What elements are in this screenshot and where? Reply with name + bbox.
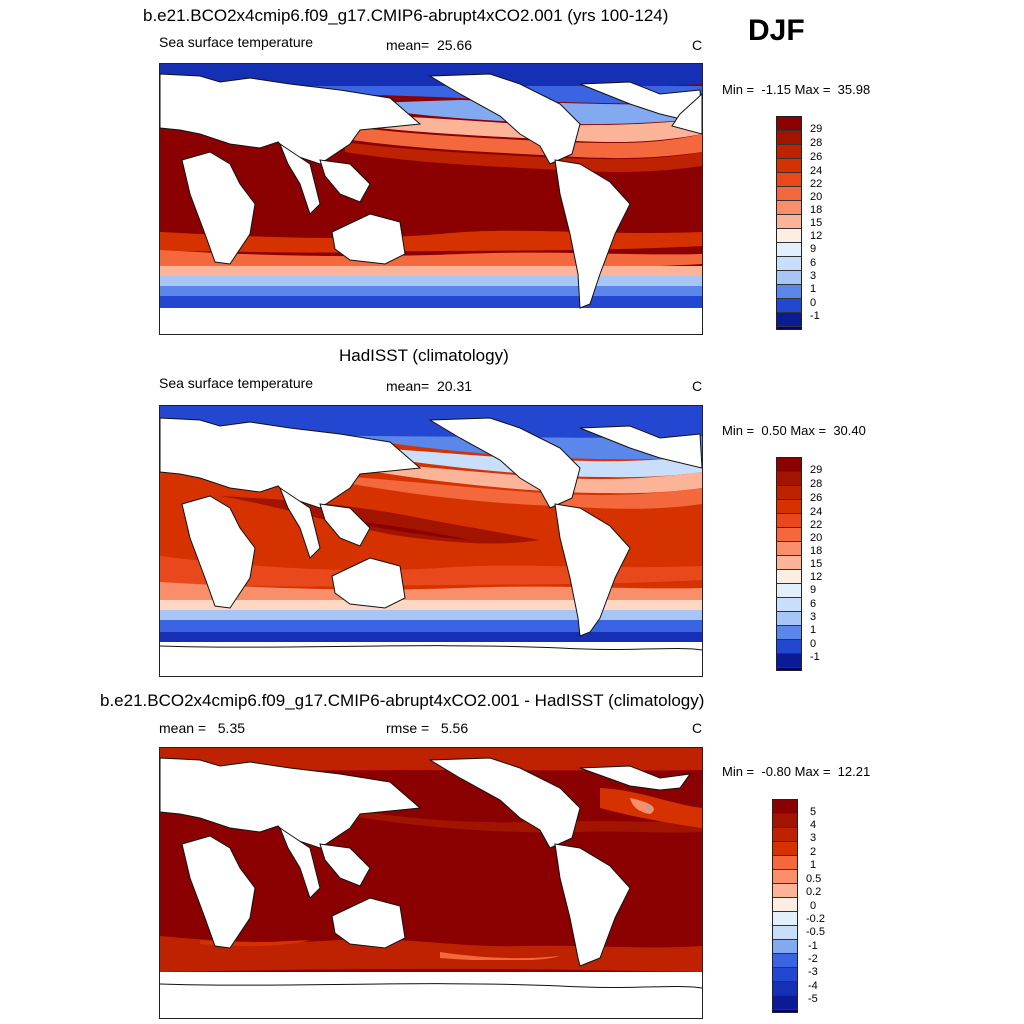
panel2-tick: 9 (810, 584, 817, 596)
panel2-mean-value: 20.31 (436, 378, 473, 394)
panel3-minmax: Min = -0.80 Max = 12.21 (722, 764, 871, 779)
season-label: DJF (748, 14, 805, 47)
panel2-minmax: Min = 0.50 Max = 30.40 (722, 423, 866, 438)
panel1-tick: 28 (810, 137, 823, 149)
panel3-tick: -2 (808, 953, 818, 965)
panel1-map (159, 63, 703, 335)
panel3-tick: 3 (810, 832, 817, 844)
panel2-tick: 20 (810, 532, 823, 544)
panel3-mean-label: mean = 5.35 (159, 720, 246, 736)
panel1-tick: 3 (810, 270, 817, 282)
panel1-tick: 22 (810, 178, 823, 190)
panel3-min-value: -0.80 (761, 764, 792, 779)
panel2-tick: 0 (810, 638, 817, 650)
panel1-max-value: 35.98 (837, 82, 871, 97)
panel3-tick: -5 (808, 993, 818, 1005)
panel1-tick: 24 (810, 165, 823, 177)
panel2-continents (160, 417, 702, 651)
panel3-colorbar (772, 799, 798, 1013)
panel2-tick: 29 (810, 464, 823, 476)
panel1-tick: -1 (810, 310, 820, 322)
panel2-tick: 22 (810, 519, 823, 531)
panel2-mean-label: mean= 20.31 (386, 378, 473, 394)
panel2-tick: 28 (810, 478, 823, 490)
panel2-colorbar (776, 457, 802, 671)
panel1-colorbar (776, 116, 802, 330)
panel1-tick: 18 (810, 204, 823, 216)
panel1-tick: 26 (810, 151, 823, 163)
panel1-title: b.e21.BCO2x4cmip6.f09_g17.CMIP6-abrupt4x… (143, 6, 669, 25)
panel3-map (159, 747, 703, 1019)
panel3-tick: 1 (810, 859, 817, 871)
panel3-continents (160, 757, 702, 989)
panel3-tick: -1 (808, 940, 818, 952)
panel3-tick: -3 (808, 966, 818, 978)
panel2-tick: 1 (810, 624, 817, 636)
panel1-variable-label: Sea surface temperature (159, 34, 314, 50)
panel2-tick: -1 (810, 651, 820, 663)
panel1-tick: 9 (810, 243, 817, 255)
panel3-tick: -0.2 (806, 913, 825, 925)
panel2-tick: 24 (810, 506, 823, 518)
panel1-tick: 20 (810, 191, 823, 203)
panel2-min-value: 0.50 (761, 423, 787, 438)
panel1-tick: 1 (810, 283, 817, 295)
panel1-mean-label: mean= 25.66 (386, 37, 473, 53)
panel2-title: HadISST (climatology) (339, 346, 509, 365)
panel1-tick: 12 (810, 230, 823, 242)
panel1-mean-value: 25.66 (436, 37, 473, 53)
panel2-tick: 15 (810, 558, 823, 570)
panel1-tick: 15 (810, 217, 823, 229)
panel3-tick: 0.2 (806, 886, 822, 898)
panel3-title: b.e21.BCO2x4cmip6.f09_g17.CMIP6-abrupt4x… (100, 691, 705, 710)
panel1-continents (160, 73, 702, 309)
panel3-max-value: 12.21 (837, 764, 871, 779)
panel2-units: C (692, 378, 703, 394)
panel2-tick: 6 (810, 598, 817, 610)
panel3-tick: 5 (810, 806, 817, 818)
panel3-tick: 4 (810, 819, 817, 831)
panel2-tick: 18 (810, 545, 823, 557)
panel3-tick: 2 (810, 846, 817, 858)
panel2-map (159, 405, 703, 677)
panel1-minmax: Min = -1.15 Max = 35.98 (722, 82, 871, 97)
panel3-mean-value: 5.35 (217, 720, 246, 736)
panel3-rmse-label: rmse = 5.56 (386, 720, 469, 736)
panel3-tick: -4 (808, 980, 818, 992)
panel1-units: C (692, 37, 703, 53)
panel2-max-value: 30.40 (833, 423, 866, 438)
panel3-rmse-value: 5.56 (440, 720, 469, 736)
panel1-tick: 0 (810, 297, 817, 309)
panel1-min-value: -1.15 (761, 82, 792, 97)
panel3-tick: 0 (810, 900, 817, 912)
panel1-tick: 29 (810, 123, 823, 135)
panel2-tick: 12 (810, 571, 823, 583)
panel3-units: C (692, 720, 703, 736)
panel2-tick: 3 (810, 611, 817, 623)
panel2-variable-label: Sea surface temperature (159, 375, 314, 391)
panel2-tick: 26 (810, 492, 823, 504)
panel1-tick: 6 (810, 257, 817, 269)
panel3-tick: 0.5 (806, 873, 822, 885)
panel3-tick: -0.5 (806, 926, 825, 938)
